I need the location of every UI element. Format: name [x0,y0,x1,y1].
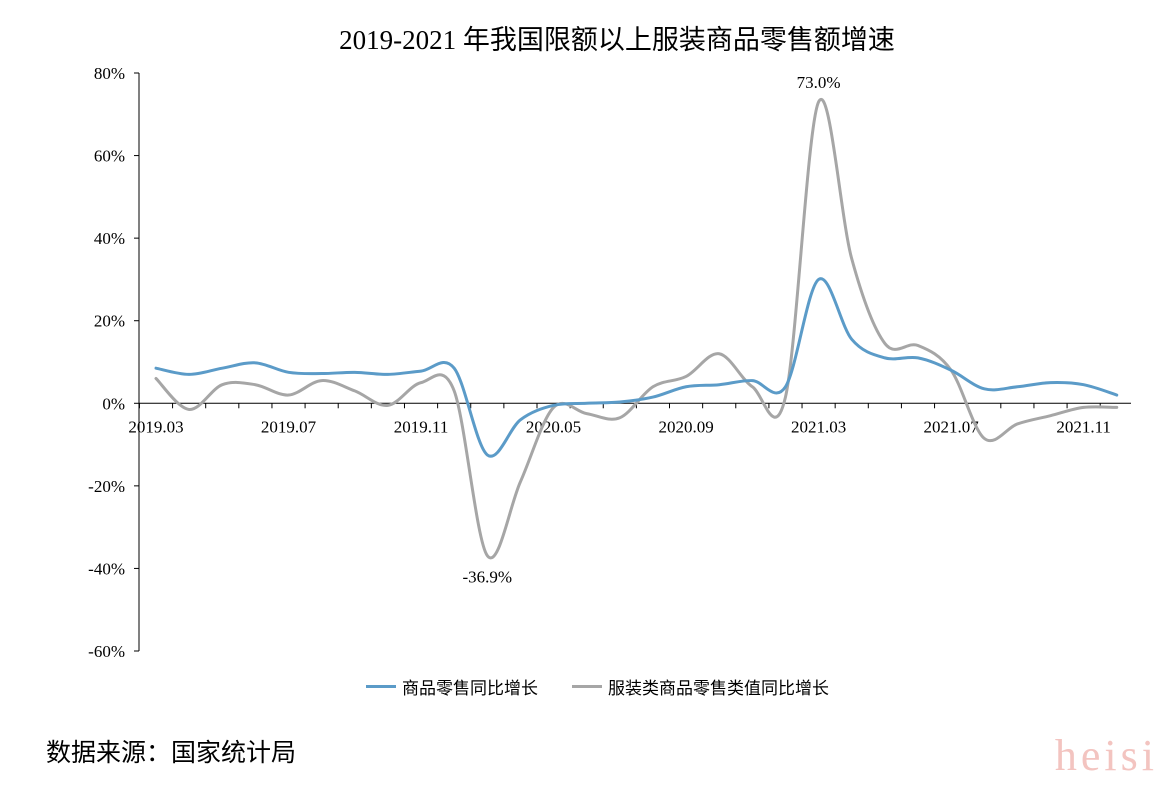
chart-title: 2019-2021 年我国限额以上服装商品零售额增速 [339,25,895,55]
data-label: 73.0% [797,73,841,92]
data-labels: -36.9% 73.0% [463,73,841,587]
y-tick-label: -40% [88,559,125,578]
x-tick-label: 2019.07 [261,417,317,436]
y-tick-label: -20% [88,477,125,496]
series-line-apparel-growth [154,97,1119,560]
y-tick-label: 80% [94,64,125,83]
y-tick-label: 20% [94,312,125,331]
source-note: 数据来源：国家统计局 [46,738,297,767]
x-tick-label: 2021.11 [1056,417,1111,436]
y-tick-label: 60% [94,147,125,166]
x-tick-label: 2019.03 [128,417,183,436]
data-label: -36.9% [463,568,513,587]
legend-label-apparel-growth: 服装类商品零售类值同比增长 [608,679,829,699]
x-tick-label: 2020.09 [658,417,713,436]
legend-item-retail-growth: 商品零售同比增长 [366,674,538,699]
legend-swatch-retail-growth [366,685,396,688]
legend-label-retail-growth: 商品零售同比增长 [402,679,538,699]
watermark: heisi [1054,731,1158,780]
legend-item-apparel-growth: 服装类商品零售类值同比增长 [572,674,829,699]
y-tick-label: 0% [102,394,125,413]
x-tick-label: 2021.07 [923,417,979,436]
x-tick-label: 2021.03 [791,417,846,436]
legend-swatch-apparel-growth [572,685,602,688]
y-tick-label: -60% [88,642,125,661]
x-tick-label: 2019.11 [394,417,449,436]
series-line-retail-growth [154,277,1119,458]
legend: 商品零售同比增长 服装类商品零售类值同比增长 [366,674,863,699]
x-tick-label: 2020.05 [526,417,581,436]
y-tick-label: 40% [94,229,125,248]
series-lines [154,97,1119,560]
